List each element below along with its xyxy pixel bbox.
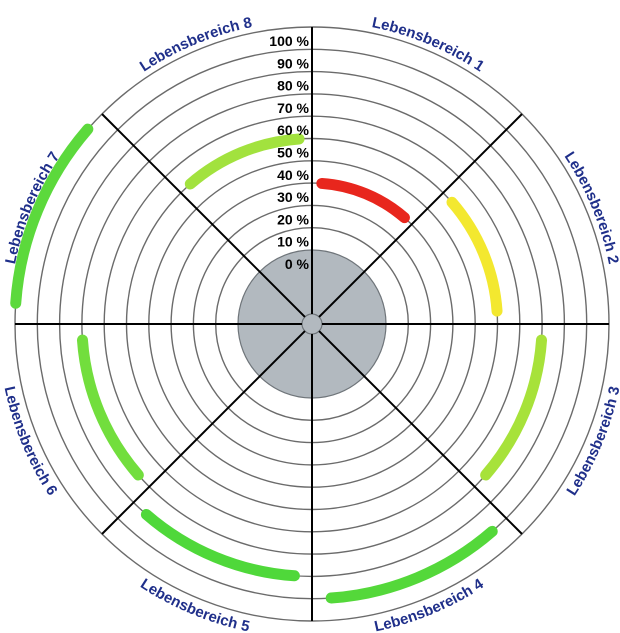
value-arc [480, 334, 548, 481]
tick-label: 10 % [277, 234, 309, 250]
sector-label: Lebensbereich 8 [137, 14, 254, 75]
tick-label: 80 % [277, 78, 309, 94]
tick-label: 100 % [269, 33, 309, 49]
value-arc [10, 123, 94, 309]
spoke-line [101, 113, 306, 318]
hub-center [301, 313, 323, 335]
spoke-line [318, 113, 523, 318]
value-arc [325, 525, 498, 604]
sector-spokes [15, 27, 609, 621]
tick-label: 60 % [277, 122, 309, 138]
sector-label-text: Lebensbereich 3 [563, 385, 620, 499]
sector-label: Lebensbereich 5 [137, 575, 251, 633]
sector-label-text: Lebensbereich 1 [371, 14, 488, 75]
sector-label-text: Lebensbereich 7 [2, 149, 63, 266]
sector-label: Lebensbereich 1 [371, 14, 488, 75]
spoke-line [101, 330, 306, 535]
sector-label-text: Lebensbereich 2 [561, 149, 620, 266]
tick-label: 70 % [277, 100, 309, 116]
sector-label-text: Lebensbereich 5 [137, 575, 251, 633]
sector-label-text: Lebensbereich 8 [137, 14, 254, 75]
tick-label: 50 % [277, 145, 309, 161]
tick-label: 30 % [277, 189, 309, 205]
spoke-line [318, 330, 523, 535]
value-arc [446, 196, 503, 317]
sector-label: Lebensbereich 2 [561, 149, 620, 266]
value-arc [140, 508, 300, 582]
scale-tick-labels: 0 % 10 % 20 % 30 % 40 % 50 % 60 % 70 % 80 % 90 % 1… [269, 33, 309, 272]
sector-label: Lebensbereich 6 [1, 385, 61, 499]
value-arc [184, 133, 305, 190]
tick-label: 90 % [277, 55, 309, 71]
sector-label-text: Lebensbereich 6 [1, 385, 61, 499]
sector-label: Lebensbereich 7 [2, 149, 63, 266]
tick-label: 0 % [285, 256, 310, 272]
value-arcs [10, 123, 548, 604]
sector-label: Lebensbereich 3 [563, 385, 620, 499]
value-arc [76, 334, 144, 481]
tick-label: 20 % [277, 211, 309, 227]
value-arc [316, 177, 410, 224]
tick-label: 40 % [277, 167, 309, 183]
